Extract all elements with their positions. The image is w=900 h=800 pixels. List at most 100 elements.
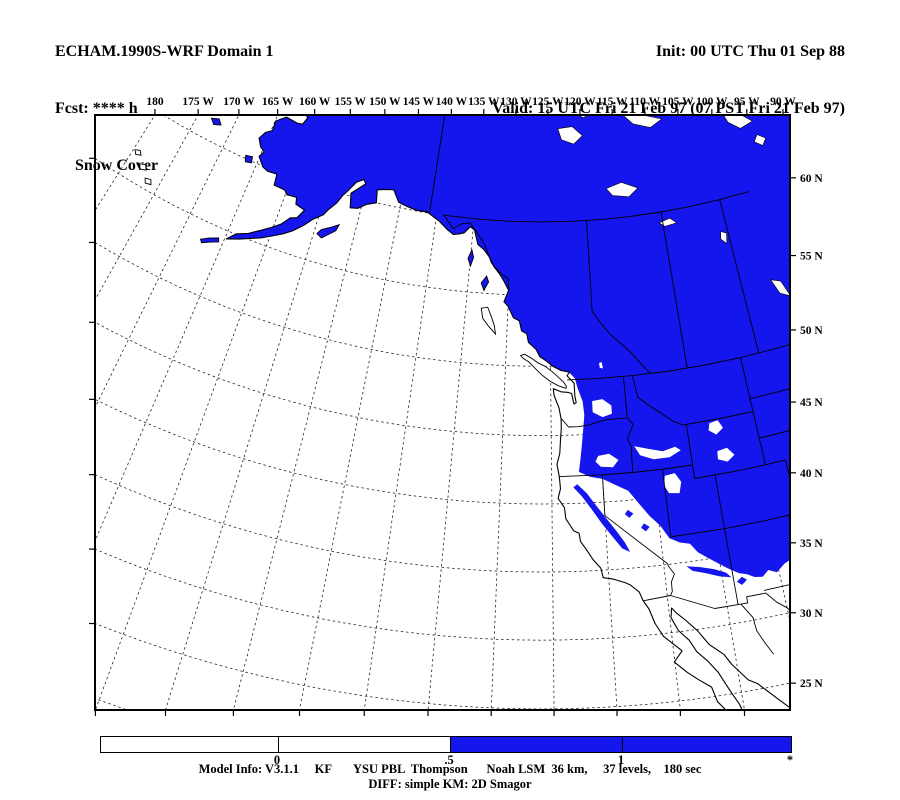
model-info-line: Model Info: V3.1.1 KF YSU PBL Thompson N… xyxy=(198,762,702,776)
lake xyxy=(769,279,790,297)
snow-region-patch xyxy=(686,566,732,578)
political-border xyxy=(740,357,754,412)
snow-free-hole xyxy=(664,473,682,494)
political-border xyxy=(626,417,634,473)
island xyxy=(144,177,152,186)
political-border xyxy=(643,595,671,602)
lon-label: 95 W xyxy=(734,96,760,108)
lat-label: 35 N xyxy=(800,538,823,550)
map-frame xyxy=(94,114,791,711)
init-time-line: Init: 00 UTC Thu 01 Sep 88 xyxy=(655,43,845,60)
colorbar-tick-label: .5 xyxy=(444,753,454,767)
map-frame-and-axes: 180 175 W 170 W 165 W 160 W 155 W 150 W 145 W 14… xyxy=(89,96,823,716)
lake xyxy=(557,126,583,145)
lon-label: 105 W xyxy=(662,96,694,108)
lake xyxy=(753,134,766,146)
snow-free-hole xyxy=(634,446,681,460)
meridian-line xyxy=(427,115,485,710)
header-right: Init: 00 UTC Thu 01 Sep 88 Valid: 15 UTC… xyxy=(492,4,845,156)
lake xyxy=(605,182,639,198)
lon-label: 135 W xyxy=(468,96,500,108)
coast-and-borders xyxy=(225,115,790,710)
political-border xyxy=(719,199,760,354)
colorbar-filled-segment xyxy=(450,737,791,752)
political-border xyxy=(686,410,754,425)
meridian-line xyxy=(363,115,452,710)
lon-label: 165 W xyxy=(262,96,294,108)
political-border xyxy=(631,375,687,426)
political-border xyxy=(660,211,688,369)
island-snow-covered xyxy=(480,275,490,292)
island-snow-covered xyxy=(210,117,222,126)
political-border xyxy=(764,584,790,591)
lakes-and-holes xyxy=(557,115,790,494)
political-border xyxy=(601,474,675,596)
lon-label: 140 W xyxy=(436,96,468,108)
political-border xyxy=(429,115,446,213)
island xyxy=(519,353,567,389)
political-border xyxy=(784,459,790,480)
model-title: ECHAM.1990S-WRF Domain 1 xyxy=(55,43,274,60)
meridian-line xyxy=(547,115,555,710)
header-left: ECHAM.1990S-WRF Domain 1 Fcst: **** h Sn… xyxy=(55,4,274,213)
political-border xyxy=(749,388,790,400)
coastline-path xyxy=(225,115,790,710)
lat-label: 60 N xyxy=(800,173,823,185)
political-border xyxy=(670,514,789,538)
political-border xyxy=(724,528,739,605)
political-border xyxy=(759,429,790,439)
lon-label: 170 W xyxy=(223,96,255,108)
snow-cover-fill xyxy=(226,115,790,585)
lake xyxy=(723,115,753,129)
lat-label: 45 N xyxy=(800,397,823,409)
political-border xyxy=(442,213,510,290)
lake xyxy=(720,231,728,245)
colorbar xyxy=(100,736,792,753)
valid-time-line: Valid: 15 UTC Fri 21 Feb 97 (07 PST Fri … xyxy=(492,100,845,117)
snow-free-hole xyxy=(717,447,735,462)
island-snow-covered xyxy=(467,248,475,268)
field-name: Snow Cover xyxy=(75,157,159,174)
lon-label: 100 W xyxy=(696,96,728,108)
political-border xyxy=(714,475,725,529)
lat-label: 40 N xyxy=(800,468,823,480)
snow-region-patch xyxy=(624,509,634,518)
political-border xyxy=(561,417,628,428)
political-border xyxy=(670,592,790,612)
colorbar-tick-label: 1 xyxy=(617,753,625,767)
island xyxy=(134,149,142,156)
lat-label: 30 N xyxy=(800,608,823,620)
colorbar-labels: 0 .5 1 * xyxy=(100,753,793,767)
snow-region-patch xyxy=(573,484,631,552)
meridian-line xyxy=(299,115,419,710)
parallel-line xyxy=(95,242,790,367)
political-border xyxy=(443,191,749,223)
lon-label: 145 W xyxy=(403,96,435,108)
lon-label: 110 W xyxy=(629,96,660,108)
island-snow-covered xyxy=(316,223,341,239)
political-border xyxy=(622,376,628,418)
snow-free-hole xyxy=(595,453,619,468)
lon-label: 150 W xyxy=(369,96,401,108)
lat-label: 25 N xyxy=(800,678,823,690)
political-border xyxy=(559,464,693,478)
lat-label: 50 N xyxy=(800,325,823,337)
islands xyxy=(134,117,567,389)
meridian-line xyxy=(95,115,279,542)
snow-free-hole xyxy=(592,399,612,418)
forecast-hour-line: Fcst: **** h xyxy=(55,100,138,117)
lon-label: 180 xyxy=(146,96,164,108)
lon-label: 160 W xyxy=(299,96,331,108)
colorbar-tick-label: 0 xyxy=(273,753,281,767)
meridian-line xyxy=(165,115,351,710)
lon-label: 125 W xyxy=(532,96,564,108)
snow-region-patch xyxy=(641,523,650,532)
meridian-line xyxy=(490,115,517,710)
political-border xyxy=(662,469,672,537)
colorbar-tick xyxy=(450,737,451,752)
meridian-line xyxy=(95,115,240,409)
lon-label: 90 W xyxy=(770,96,796,108)
parallel-line xyxy=(222,0,779,63)
snow-region-patch xyxy=(736,576,747,585)
